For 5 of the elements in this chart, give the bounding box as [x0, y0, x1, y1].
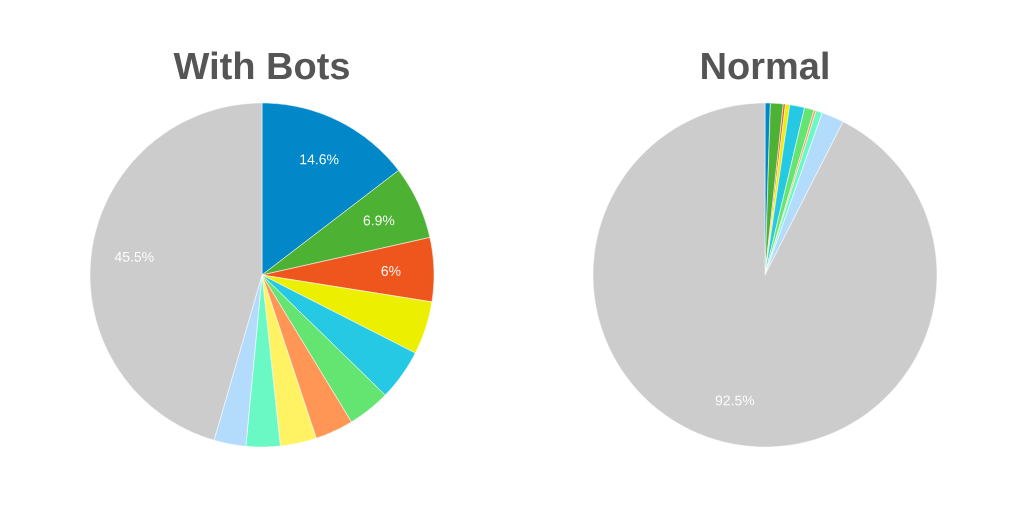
data-label: 6%: [381, 265, 401, 276]
chart-title: With Bots: [173, 51, 349, 80]
data-label: 6.9%: [363, 215, 395, 226]
data-label: 14.6%: [300, 154, 339, 165]
chart-title: Normal: [702, 51, 828, 80]
